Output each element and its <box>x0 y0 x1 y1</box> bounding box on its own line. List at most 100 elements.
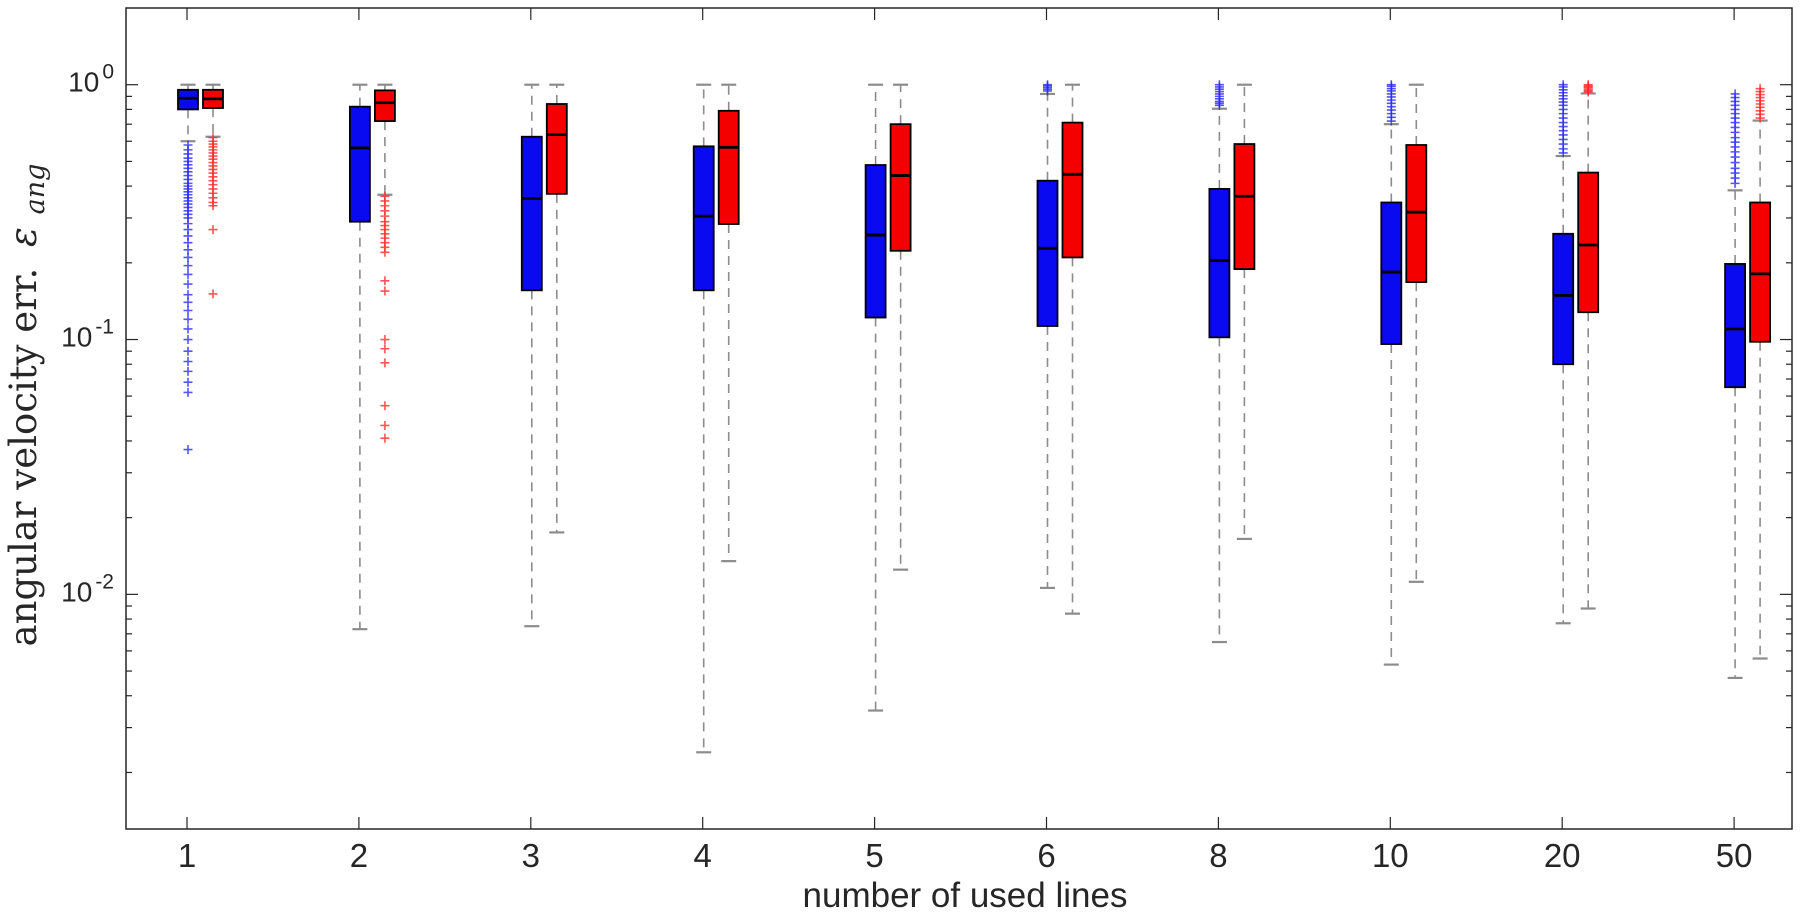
boxplot-group-blue-5 <box>864 83 887 712</box>
outlier-marker <box>1214 100 1224 110</box>
boxplot-group-blue-3 <box>520 83 543 628</box>
x-tick-label: 20 <box>1544 837 1581 874</box>
outlier-marker <box>183 305 193 315</box>
box-rect-blue <box>1552 232 1575 366</box>
outlier-marker <box>1558 148 1568 158</box>
outlier-marker <box>208 201 218 211</box>
boxplot-group-red-10 <box>1405 83 1428 583</box>
box-rect-red <box>889 123 912 252</box>
outlier-marker <box>183 269 193 279</box>
outlier-marker <box>183 445 193 455</box>
y-tick-label-exponent: -2 <box>95 570 114 593</box>
outlier-marker <box>380 335 390 345</box>
boxplot-group-blue-1 <box>177 83 199 455</box>
outlier-marker <box>183 290 193 300</box>
outlier-marker <box>380 276 390 286</box>
y-axis-title-symbol: ε <box>2 227 45 247</box>
y-axis-title: angular velocity err. ε ang <box>2 164 51 647</box>
box-rect-red <box>1061 121 1084 259</box>
box-rect-blue <box>1208 188 1231 339</box>
box-rect-blue <box>692 145 715 292</box>
y-axis-ticks <box>126 84 1792 774</box>
x-tick-label: 50 <box>1716 837 1753 874</box>
box-rect-red <box>373 89 396 122</box>
box-rect-red <box>1577 171 1600 314</box>
y-tick-label-base: 10 <box>61 322 92 353</box>
y-tick-label-exponent: 0 <box>102 61 114 84</box>
y-tick-label-exponent: -1 <box>95 316 114 339</box>
boxplot-group-blue-6 <box>1036 80 1059 590</box>
x-tick-label: 3 <box>522 837 540 874</box>
outlier-marker <box>183 261 193 271</box>
outlier-marker <box>183 252 193 262</box>
boxplot-group-red-2 <box>373 83 396 443</box>
boxplot-group-red-20 <box>1577 80 1600 610</box>
box-rect-blue <box>864 164 887 319</box>
box-rect-red <box>717 109 740 225</box>
outlier-marker <box>183 335 193 345</box>
outlier-marker <box>380 420 390 430</box>
outlier-marker <box>183 377 193 387</box>
outlier-marker <box>208 225 218 235</box>
outlier-marker <box>183 279 193 289</box>
x-tick-label: 10 <box>1372 837 1409 874</box>
box-rect-blue <box>1036 179 1059 327</box>
outlier-marker <box>183 366 193 376</box>
boxplot-group-blue-20 <box>1552 80 1575 625</box>
axis-labels: number of used lines angular velocity er… <box>2 164 1127 915</box>
y-tick-label-base: 10 <box>61 576 92 607</box>
boxplot-group-blue-8 <box>1208 80 1231 644</box>
boxplot-group-blue-50 <box>1724 89 1746 680</box>
y-tick-label: 10 -2 <box>61 570 114 607</box>
outlier-marker <box>183 245 193 255</box>
outlier-marker <box>208 289 218 299</box>
x-tick-label: 2 <box>350 837 368 874</box>
outlier-marker <box>1755 113 1765 123</box>
boxplot-group-red-1 <box>202 83 224 299</box>
y-tick-label: 10 0 <box>68 61 114 98</box>
outlier-marker <box>1730 178 1740 188</box>
boxplot-group-red-3 <box>545 83 568 534</box>
x-tick-label: 1 <box>178 837 196 874</box>
outlier-marker <box>1583 87 1593 97</box>
x-tick-label: 4 <box>694 837 712 874</box>
outlier-marker <box>380 401 390 411</box>
outlier-marker <box>183 346 193 356</box>
plot-area: 10 010 -110 -21 2 3 4 5 6 8 10 20 50 <box>61 7 1793 874</box>
boxplot-group-blue-4 <box>692 83 715 754</box>
outlier-marker <box>380 344 390 354</box>
outlier-marker <box>183 387 193 397</box>
boxplot-group-red-4 <box>717 83 740 563</box>
box-rect-blue <box>348 105 371 223</box>
box-rect-blue <box>520 135 543 292</box>
x-tick-label: 5 <box>865 837 883 874</box>
boxplot-group-red-5 <box>889 83 912 571</box>
x-axis-title: number of used lines <box>803 876 1128 915</box>
boxplot-group-blue-2 <box>348 83 371 631</box>
outlier-marker <box>380 358 390 368</box>
boxplot-group-red-50 <box>1749 84 1771 660</box>
plot-frame <box>125 7 1793 830</box>
y-tick-label: 10 -1 <box>61 316 114 353</box>
y-tick-label-base: 10 <box>68 67 99 98</box>
outlier-marker <box>183 314 193 324</box>
y-axis-title-subscript: ang <box>20 164 51 215</box>
box-rect-red <box>545 103 568 195</box>
outlier-marker <box>183 356 193 366</box>
boxplot-group-red-8 <box>1233 83 1256 541</box>
boxplot-group-blue-10 <box>1380 80 1403 666</box>
x-tick-label: 8 <box>1209 837 1227 874</box>
outlier-marker <box>183 297 193 307</box>
outlier-marker <box>380 286 390 296</box>
outlier-marker <box>1386 116 1396 126</box>
outlier-marker <box>380 247 390 257</box>
outlier-marker <box>380 433 390 443</box>
boxplot-group-red-6 <box>1061 83 1084 615</box>
x-tick-label: 6 <box>1037 837 1055 874</box>
box-rect-red <box>1749 201 1771 343</box>
box-rect-red <box>1233 143 1256 270</box>
outlier-marker <box>183 324 193 334</box>
y-axis-title-text: angular velocity err. <box>2 268 45 647</box>
